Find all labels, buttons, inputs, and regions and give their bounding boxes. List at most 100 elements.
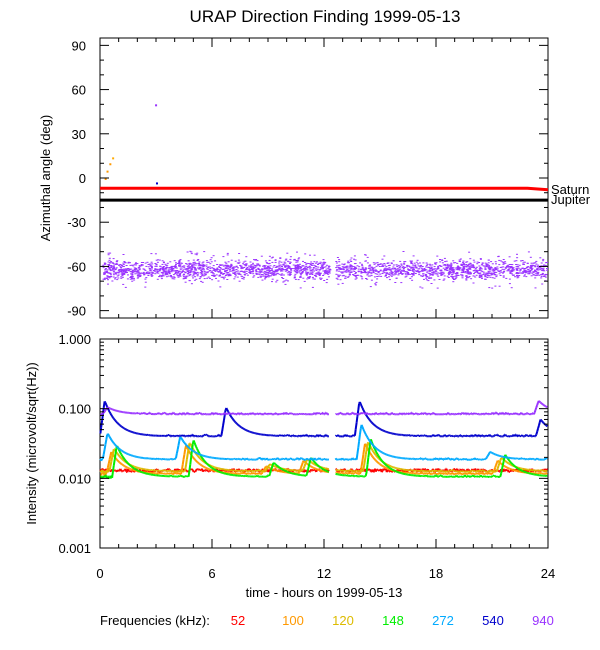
azimuth-point xyxy=(508,266,511,267)
azimuth-point xyxy=(207,276,210,278)
azimuth-point xyxy=(395,264,398,266)
azimuth-point xyxy=(469,273,472,275)
azimuth-point xyxy=(366,274,369,276)
intensity-segment xyxy=(276,465,280,468)
intensity-segment xyxy=(198,457,202,460)
azimuth-point xyxy=(219,265,222,266)
azimuth-point xyxy=(377,272,380,274)
azimuth-point xyxy=(338,264,341,266)
azimuth-point xyxy=(534,275,537,277)
intensity-segment xyxy=(124,459,128,463)
azimuth-point xyxy=(186,271,189,272)
azimuth-point xyxy=(430,277,433,279)
azimuth-point xyxy=(112,268,115,269)
azimuth-point xyxy=(320,264,323,266)
azimuth-point xyxy=(318,273,321,274)
azimuth-point xyxy=(271,274,274,276)
azimuth-point xyxy=(245,256,248,258)
azimuth-point xyxy=(450,262,453,264)
azimuth-point xyxy=(266,276,269,277)
azimuth-point xyxy=(454,262,457,264)
azimuth-point xyxy=(104,277,107,279)
azimuth-point xyxy=(531,269,533,271)
intensity-segment xyxy=(196,448,199,451)
intensity-segment xyxy=(433,474,437,478)
azimuth-point xyxy=(300,274,302,276)
azimuth-point xyxy=(172,274,175,276)
intensity-segment xyxy=(175,453,178,459)
azimuth-point xyxy=(347,260,350,262)
azimuth-point xyxy=(229,269,232,271)
azimuth-point xyxy=(191,265,194,267)
azimuth-point xyxy=(118,271,121,273)
azimuth-point xyxy=(498,259,501,261)
azimuth-point xyxy=(219,264,222,266)
azimuth-point xyxy=(234,271,237,273)
azimuth-point xyxy=(165,276,168,278)
azimuth-point xyxy=(352,266,355,268)
azimuth-point xyxy=(108,265,110,266)
azimuth-point xyxy=(326,270,329,272)
intensity-segment xyxy=(151,470,155,473)
azimuth-point xyxy=(249,272,252,274)
azimuth-point xyxy=(136,269,139,271)
azimuth-point xyxy=(339,268,341,270)
azimuth-point xyxy=(511,268,514,270)
azimuth-point xyxy=(144,262,147,264)
azimuth-point xyxy=(486,273,489,275)
intensity-segment xyxy=(106,467,109,472)
azimuth-point xyxy=(319,263,322,265)
azimuth-point xyxy=(150,274,153,276)
azimuth-point xyxy=(243,276,246,278)
azimuth-point xyxy=(400,264,403,266)
azimuth-point xyxy=(467,273,470,275)
azimuth-point xyxy=(494,285,497,287)
intensity-segment xyxy=(481,472,485,475)
azimuth-point xyxy=(410,276,413,278)
azimuth-point xyxy=(336,278,339,280)
azimuth-point xyxy=(392,266,395,268)
intensity-segment xyxy=(161,469,164,472)
azimuth-point xyxy=(521,267,524,269)
azimuth-point xyxy=(254,265,257,267)
intensity-segment xyxy=(474,475,477,478)
azimuth-point xyxy=(228,273,231,275)
azimuth-point xyxy=(322,263,325,265)
azimuth-point xyxy=(465,279,468,281)
azimuth-point xyxy=(108,272,111,274)
azimuth-point xyxy=(417,265,420,267)
intensity-segment xyxy=(118,460,121,464)
azimuth-point xyxy=(283,261,286,263)
azimuth-point xyxy=(148,268,151,270)
azimuth-point xyxy=(452,271,455,273)
azimuth-point xyxy=(524,271,527,273)
azimuth-point xyxy=(232,267,235,269)
azimuth-point xyxy=(194,267,196,269)
azimuth-point xyxy=(482,265,485,267)
intensity-segment xyxy=(539,469,543,472)
intensity-segment xyxy=(114,444,118,447)
intensity-segment xyxy=(117,453,120,457)
azimuth-point xyxy=(306,272,309,274)
azimuth-point xyxy=(337,283,340,285)
azimuth-point xyxy=(240,275,243,277)
azimuth-point xyxy=(289,258,292,260)
azimuth-point xyxy=(240,267,243,269)
azimuth-point xyxy=(272,256,274,258)
azimuth-point xyxy=(178,264,180,266)
azimuth-point xyxy=(289,273,292,275)
azimuth-point xyxy=(215,277,217,279)
azimuth-point xyxy=(189,274,192,275)
azimuth-point xyxy=(249,271,252,273)
azimuth-point xyxy=(174,266,177,268)
azimuth-point xyxy=(286,252,289,254)
azimuth-point xyxy=(207,267,210,269)
azimuth-point xyxy=(531,267,534,269)
azimuth-point xyxy=(241,277,244,279)
azimuth-point xyxy=(249,268,252,270)
azimuth-point xyxy=(281,266,283,267)
azimuth-point xyxy=(265,262,268,264)
intensity-segment xyxy=(197,456,201,459)
intensity-segment xyxy=(202,458,205,461)
azimuth-point xyxy=(457,266,460,268)
